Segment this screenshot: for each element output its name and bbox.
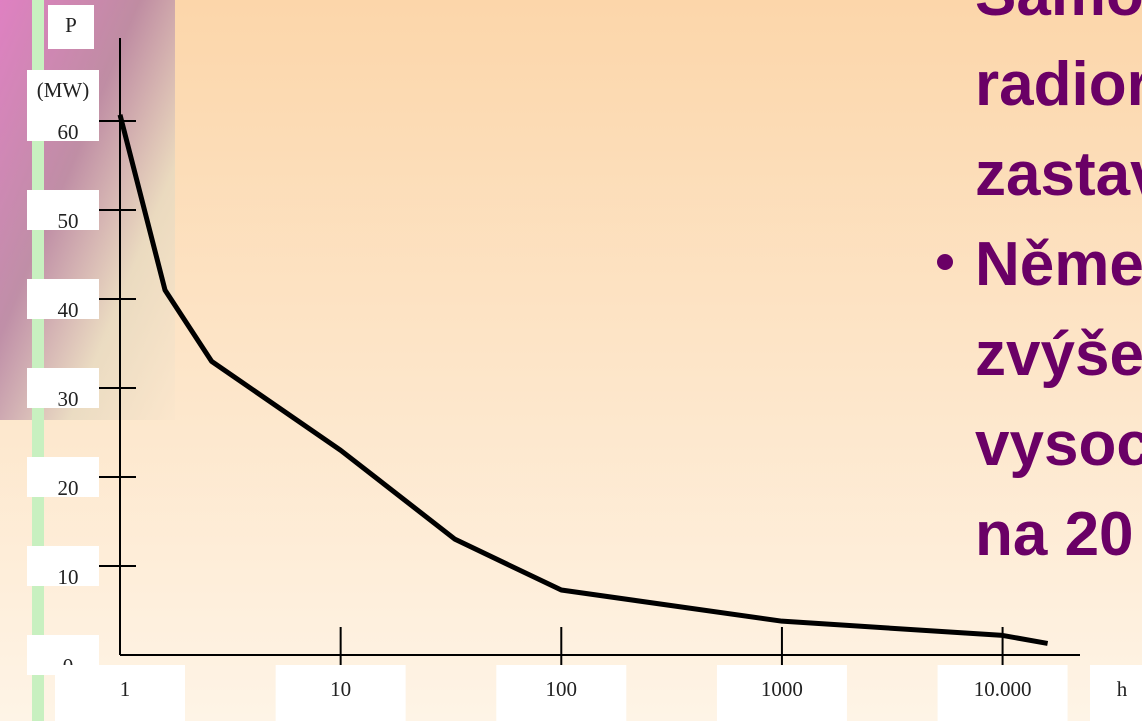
slide: P (MW) h Samo radior zastav Něme zvýše v… — [0, 0, 1142, 721]
slide-line: na 20 — [975, 500, 1134, 569]
x-tick-label: 1000 — [761, 677, 803, 701]
x-tick-label: 10 — [330, 677, 351, 701]
y-tick-label: 40 — [58, 298, 79, 322]
y-axis-label: P — [65, 13, 77, 37]
chart: P (MW) h Samo radior zastav Něme zvýše v… — [0, 0, 1142, 721]
slide-line: vysoc — [975, 410, 1142, 479]
x-tick-label: 1 — [120, 677, 131, 701]
y-axis-unit: (MW) — [37, 78, 89, 102]
y-tick-label: 50 — [58, 209, 79, 233]
x-tick-label: 10.000 — [974, 677, 1032, 701]
slide-line: radior — [975, 50, 1142, 119]
bullet — [937, 254, 953, 270]
slide-text: Samo radior zastav Něme zvýše vysoc na 2… — [937, 0, 1142, 569]
y-tick-label: 10 — [58, 565, 79, 589]
y-tick-label: 60 — [58, 120, 79, 144]
slide-line: zastav — [975, 140, 1142, 209]
slide-line: Samo — [975, 0, 1142, 29]
y-tick-label: 20 — [58, 476, 79, 500]
axes — [120, 38, 1080, 655]
line-series — [120, 115, 1048, 644]
x-tick-label: 100 — [546, 677, 578, 701]
x-axis-label: h — [1117, 677, 1128, 701]
slide-line: Něme — [975, 230, 1142, 299]
slide-line: zvýše — [975, 320, 1142, 389]
y-tick-label: 30 — [58, 387, 79, 411]
